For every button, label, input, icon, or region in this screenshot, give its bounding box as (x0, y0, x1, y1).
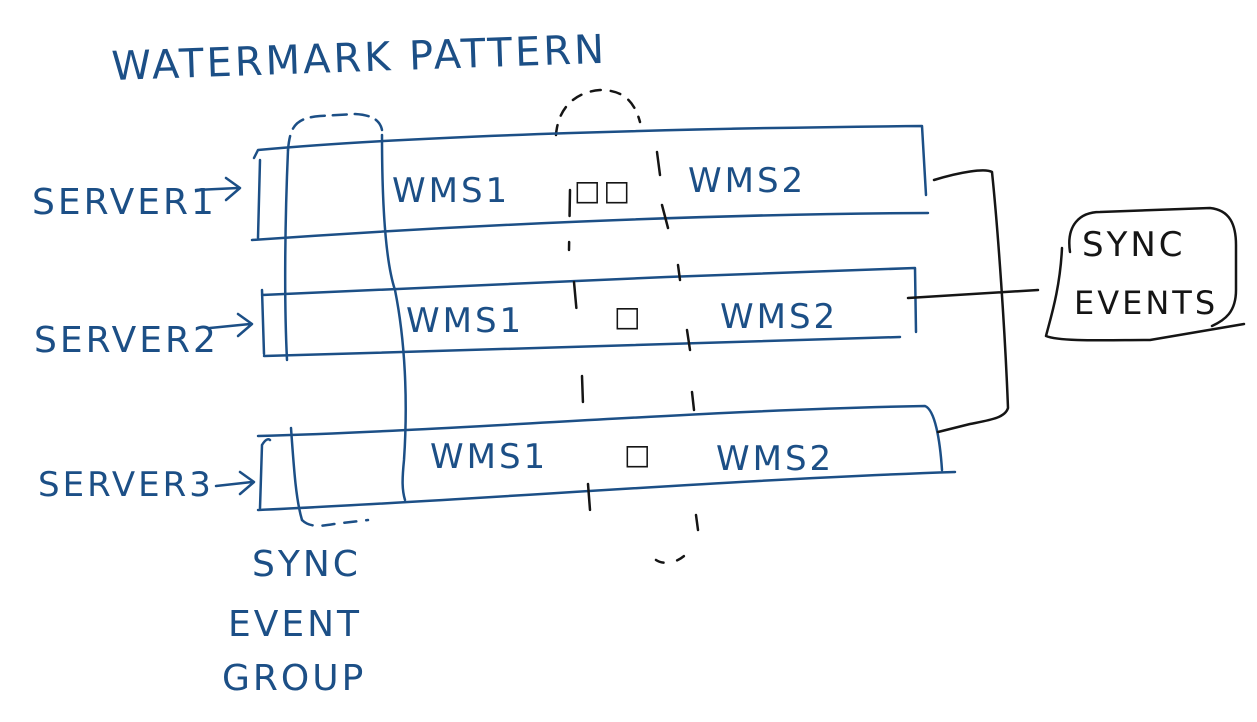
server-label-2: SERVER2 (34, 320, 219, 361)
sync-event-group-line-1: SYNC (252, 544, 361, 585)
gap-top-arc (554, 88, 642, 137)
server-arrow-3 (214, 470, 256, 496)
sync-events-line-2: EVENTS (1074, 284, 1218, 322)
server-label-1: SERVER1 (32, 182, 217, 223)
sync-group-left-line (283, 148, 304, 522)
sync-group-bottom-hook (300, 518, 370, 527)
sync-event-group-label: SYNC EVENT GROUP (222, 544, 366, 699)
sync-event-group-line-3: GROUP (222, 658, 366, 699)
sync-group-right-line (380, 133, 407, 502)
server-label-3: SERVER3 (38, 465, 214, 505)
sync-events-box: SYNC EVENTS (1044, 206, 1246, 342)
gap-left-line (567, 188, 592, 512)
gap-bottom-arc (654, 550, 690, 564)
server-band-3 (256, 404, 957, 512)
server2-segment-wms1: WMS1 (406, 301, 524, 341)
server1-segment-gap: □□ (574, 174, 633, 207)
server3-segment-gap: □ (624, 438, 653, 471)
server2-segment-wms2: WMS2 (720, 297, 838, 337)
server1-segment-wms1: WMS1 (392, 171, 510, 211)
server1-segment-wms2: WMS2 (688, 161, 806, 201)
diagram-title: WATERMARK PATTERN (111, 27, 608, 90)
server-arrow-2 (208, 312, 254, 338)
server2-segment-gap: □ (614, 300, 643, 333)
sync-events-line-1: SYNC (1082, 225, 1186, 265)
sync-events-bracket (906, 169, 1040, 434)
server-band-1 (250, 124, 930, 242)
server-arrow-1 (194, 176, 242, 202)
sync-group-top-bracket (286, 112, 384, 152)
server3-segment-wms2: WMS2 (716, 439, 834, 479)
sync-event-group-line-2: EVENT (228, 604, 362, 645)
gap-right-line (655, 150, 700, 532)
server3-segment-wms1: WMS1 (430, 437, 548, 477)
server-band-2 (260, 266, 918, 358)
